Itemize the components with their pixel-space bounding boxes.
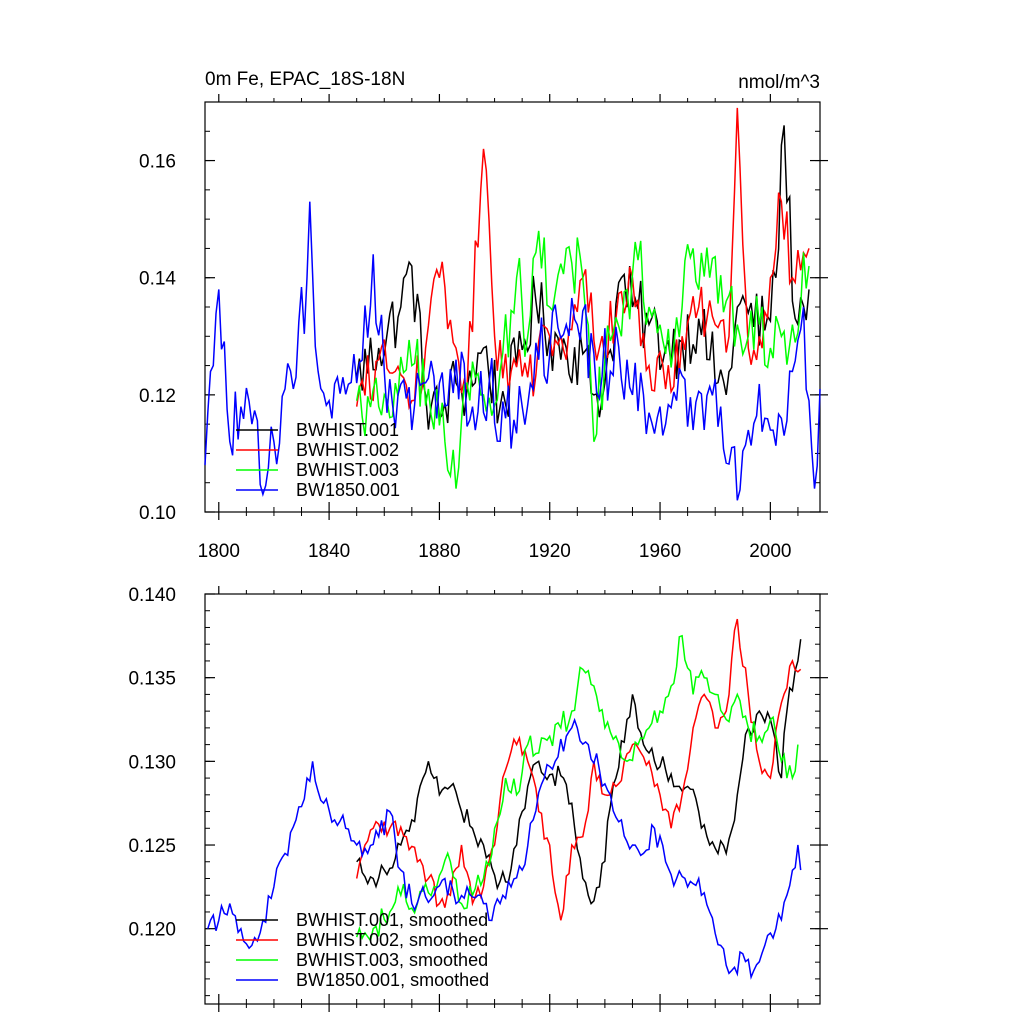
series-line-bwhist-003 xyxy=(355,230,810,489)
series-line-bwhist-003-smoothed xyxy=(355,634,799,943)
legend-label: BWHIST.003, smoothed xyxy=(296,950,488,970)
y-tick-label: 0.16 xyxy=(139,152,176,173)
x-tick-label: 1800 xyxy=(198,541,240,562)
legend-label: BWHIST.003 xyxy=(296,460,399,480)
x-tick-label: 2000 xyxy=(749,541,791,562)
chart1-units: nmol/m^3 xyxy=(738,72,820,93)
legend-label: BW1850.001 xyxy=(296,480,400,500)
y-tick-label: 0.10 xyxy=(139,503,176,524)
y-tick-label: 0.125 xyxy=(128,836,176,857)
legend-label: BWHIST.002, smoothed xyxy=(296,930,488,950)
chart2-plot-frame xyxy=(204,593,821,1005)
series-line-bwhist-002-smoothed xyxy=(355,618,802,921)
x-tick-label: 1880 xyxy=(418,541,460,562)
y-tick-label: 0.130 xyxy=(128,752,176,773)
chart1-title: 0m Fe, EPAC_18S-18N xyxy=(205,69,405,90)
y-tick-label: 0.12 xyxy=(139,386,176,407)
x-tick-label: 1840 xyxy=(308,541,350,562)
y-tick-label: 0.140 xyxy=(128,585,176,606)
series-line-bwhist-001-smoothed xyxy=(356,639,802,905)
legend-label: BWHIST.002 xyxy=(296,440,399,460)
series-line-bwhist-002 xyxy=(355,107,810,411)
series-line-bw1850-001-smoothed xyxy=(207,717,802,980)
series-line-bw1850-001 xyxy=(204,201,821,501)
legend-label: BW1850.001, smoothed xyxy=(296,970,489,990)
y-tick-label: 0.14 xyxy=(139,269,176,290)
legend-label: BWHIST.001 xyxy=(296,420,399,440)
x-tick-label: 1920 xyxy=(529,541,571,562)
y-tick-label: 0.120 xyxy=(128,920,176,941)
legend-label: BWHIST.001, smoothed xyxy=(296,910,488,930)
series-line-bwhist-001 xyxy=(355,125,810,430)
y-tick-label: 0.135 xyxy=(128,669,176,690)
x-tick-label: 1960 xyxy=(639,541,681,562)
